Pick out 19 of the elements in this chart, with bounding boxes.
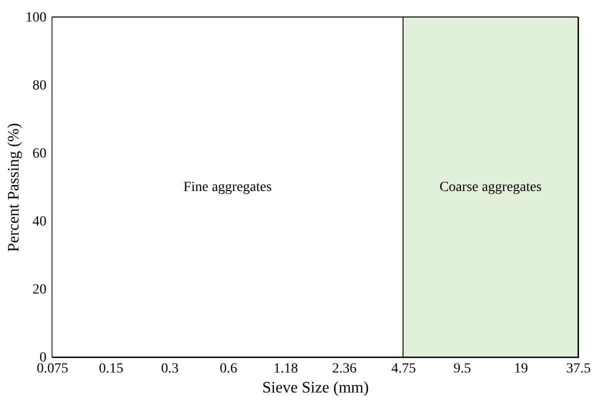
y-axis-title: Percent Passing (%): [6, 123, 22, 252]
y-tick-label: 20: [32, 282, 46, 298]
y-tick-label: 100: [26, 10, 46, 26]
x-tick-label: 0.15: [98, 362, 124, 376]
x-tick-label: 9.5: [454, 362, 472, 376]
y-tick-label: 40: [32, 214, 46, 230]
x-tick-label: 0.3: [161, 362, 179, 376]
x-tick-label: 2.36: [332, 362, 357, 376]
x-tick-label: 0.075: [36, 362, 68, 376]
x-tick-label: 0.6: [220, 362, 238, 376]
y-tick-label: 60: [32, 146, 46, 162]
x-tick-label: 37.5: [566, 362, 591, 376]
band-label: Fine aggregates: [183, 180, 272, 195]
y-tick-label: 80: [32, 78, 46, 94]
x-axis-title: Sieve Size (mm): [262, 380, 369, 396]
x-tick-label: 4.75: [391, 362, 416, 376]
band-label: Coarse aggregates: [439, 180, 542, 195]
x-tick-label: 1.18: [273, 362, 298, 376]
x-tick-label: 19: [514, 362, 528, 376]
